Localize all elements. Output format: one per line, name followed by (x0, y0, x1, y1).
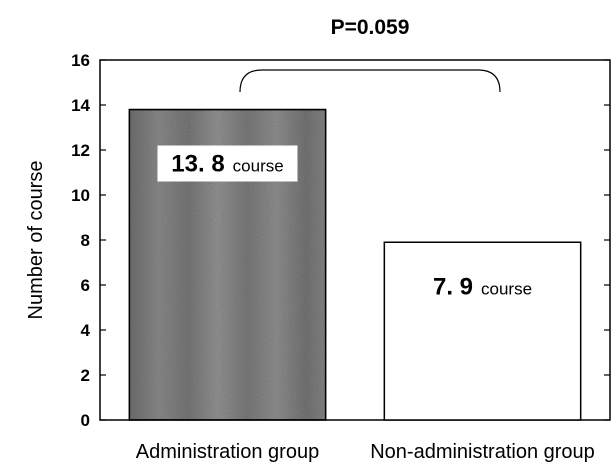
category-labels: Administration group Non-administration g… (136, 441, 595, 463)
y-axis-title: Number of course (25, 161, 47, 320)
bar-outline (128, 108, 327, 421)
significance-bracket (239, 69, 501, 93)
bar-non-administration (383, 241, 582, 421)
y-tick-label: 12 (71, 141, 90, 160)
data-label-background (157, 145, 298, 182)
y-tick-label: 8 (81, 231, 90, 250)
y-tick-label: 10 (71, 186, 90, 205)
p-value-annotation: P=0.059 (331, 16, 410, 39)
data-label: 7. 9 course (433, 273, 532, 300)
y-tick-label: 14 (71, 96, 90, 115)
y-tick-label: 6 (81, 276, 90, 295)
data-label: 13. 8 course (171, 151, 283, 178)
y-tick-label: 0 (81, 411, 90, 430)
x-category-label: Non-administration group (370, 441, 595, 463)
data-label-value: 13. 8 (171, 151, 224, 178)
y-tick-label: 16 (71, 51, 90, 70)
data-label-value: 7. 9 (433, 273, 473, 300)
x-category-label: Administration group (136, 441, 319, 463)
data-label-unit: course (233, 157, 284, 176)
y-ticks: 0 2 4 6 8 10 12 14 16 (71, 51, 610, 430)
data-labels: 13. 8 course 7. 9 course (157, 145, 532, 300)
y-tick-label: 2 (81, 366, 90, 385)
data-label-unit: course (481, 279, 532, 298)
y-tick-label: 4 (81, 321, 91, 340)
